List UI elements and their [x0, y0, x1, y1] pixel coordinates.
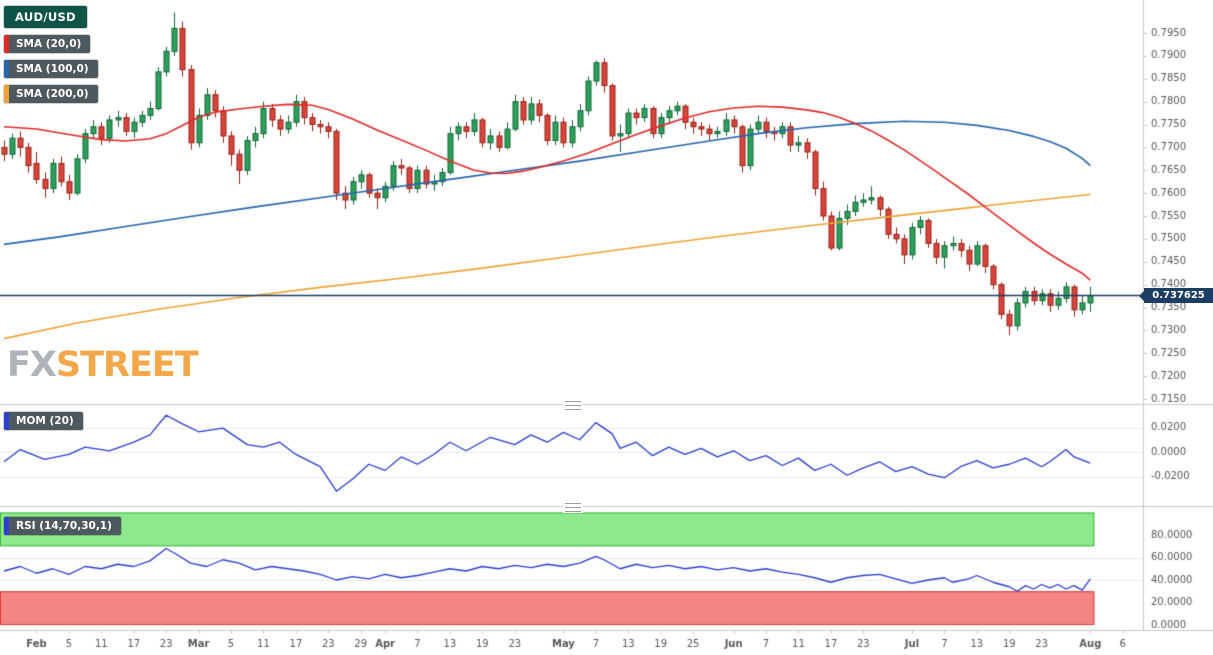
sma20-color-strip	[4, 35, 9, 53]
symbol-badge[interactable]: AUD/USD	[4, 6, 87, 28]
sma20-label: SMA (20,0)	[16, 38, 82, 50]
rsi-label: RSI (14,70,30,1)	[16, 520, 112, 532]
panel-separator-grip-momentum[interactable]	[563, 400, 583, 411]
sma200-color-strip	[4, 85, 9, 103]
rsi-legend-badge[interactable]: RSI (14,70,30,1)	[4, 517, 121, 535]
sma200-legend-badge[interactable]: SMA (200,0)	[4, 85, 98, 103]
fxstreet-watermark: FXSTREET	[7, 345, 199, 385]
sma100-color-strip	[4, 60, 9, 78]
current-price-tag: 0.737625	[1139, 288, 1213, 303]
price-panel-legend: AUD/USD SMA (20,0) SMA (100,0) SMA (200,…	[4, 6, 98, 103]
watermark-fx-text: FX	[7, 345, 57, 385]
sma200-label: SMA (200,0)	[16, 88, 89, 100]
watermark-street-text: STREET	[55, 345, 199, 385]
sma20-legend-badge[interactable]: SMA (20,0)	[4, 35, 91, 53]
momentum-legend-badge[interactable]: MOM (20)	[4, 412, 83, 430]
momentum-color-strip	[4, 412, 9, 430]
sma100-label: SMA (100,0)	[16, 63, 89, 75]
sma100-legend-badge[interactable]: SMA (100,0)	[4, 60, 98, 78]
rsi-color-strip	[4, 517, 9, 535]
panel-separator-grip-rsi[interactable]	[563, 502, 583, 513]
momentum-label: MOM (20)	[16, 415, 74, 427]
